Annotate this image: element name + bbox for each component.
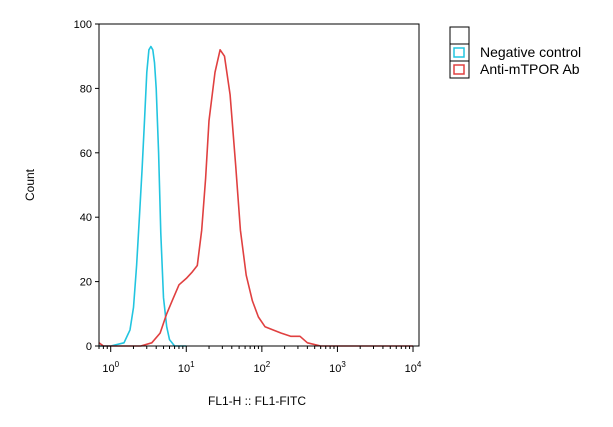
legend-label: Negative control: [480, 44, 581, 60]
y-tick-label: 80: [80, 83, 92, 95]
y-axis: 0 20 40 60 80 100: [74, 19, 99, 353]
y-tick-label: 100: [74, 19, 92, 31]
y-tick-label: 20: [80, 277, 92, 289]
x-tick-label: 103: [329, 360, 346, 375]
x-axis-title: FL1-H :: FL1-FITC: [208, 394, 306, 408]
x-tick-label: 102: [254, 360, 271, 375]
plot-frame: [98, 23, 420, 347]
y-tick-label: 0: [86, 341, 92, 353]
legend-swatch: [453, 64, 465, 75]
x-tick-label: 100: [102, 360, 119, 375]
legend-swatch: [453, 47, 465, 58]
legend-label: Anti-mTPOR Ab: [480, 61, 580, 77]
x-axis: 100 101 102 103 104: [98, 346, 422, 375]
y-tick-label: 40: [80, 212, 92, 224]
x-tick-label: 101: [178, 360, 195, 375]
series-line-2: [98, 49, 413, 347]
x-tick-label: 104: [405, 360, 422, 375]
legend-header-box: [449, 26, 470, 45]
y-tick-label: 60: [80, 148, 92, 160]
y-axis-title: Count: [23, 168, 37, 201]
series-layer: [98, 45, 413, 347]
series-line-1: [99, 45, 187, 347]
